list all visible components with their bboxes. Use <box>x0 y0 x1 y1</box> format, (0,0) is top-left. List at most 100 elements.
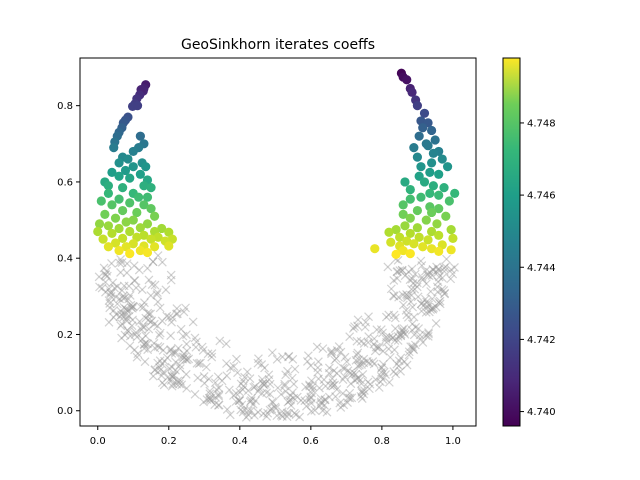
background-x-marker <box>361 317 371 327</box>
background-x-marker <box>435 299 445 309</box>
background-x-marker <box>257 374 267 384</box>
background-x-marker <box>382 337 391 347</box>
background-x-marker <box>338 363 348 373</box>
background-x-marker <box>259 380 269 390</box>
background-x-marker <box>101 287 110 297</box>
background-x-marker <box>350 322 359 332</box>
right-arm-point <box>386 237 396 247</box>
right-arm-point <box>444 196 454 206</box>
background-x-marker <box>369 359 379 369</box>
background-x-marker <box>395 266 405 276</box>
x-tick-label: 1.0 <box>445 436 461 447</box>
background-x-marker <box>407 319 417 329</box>
background-x-marker <box>168 372 177 382</box>
background-x-marker <box>234 396 244 406</box>
background-x-marker <box>159 380 169 390</box>
right-arm-point <box>423 141 433 151</box>
right-arm-point <box>434 246 444 256</box>
background-x-marker <box>205 386 215 396</box>
background-x-marker <box>352 350 362 360</box>
background-x-marker <box>354 355 364 365</box>
background-x-marker <box>437 273 447 283</box>
background-x-marker <box>131 283 141 293</box>
right-arm-point <box>428 181 438 191</box>
background-x-marker <box>296 396 306 405</box>
background-x-marker <box>101 269 110 279</box>
background-x-marker <box>122 313 132 323</box>
left-arm-point <box>107 228 117 239</box>
background-x-marker <box>190 333 200 343</box>
background-x-marker <box>268 398 278 408</box>
background-x-marker <box>115 258 124 268</box>
background-x-marker <box>434 272 444 282</box>
background-x-marker <box>200 378 209 388</box>
background-x-marker <box>306 398 316 408</box>
background-x-marker <box>394 361 404 371</box>
background-x-marker <box>415 334 425 343</box>
background-x-marker <box>330 380 340 390</box>
background-x-marker <box>280 381 290 391</box>
background-x-marker <box>433 287 443 297</box>
background-x-marker <box>272 354 282 364</box>
background-x-marker <box>130 345 139 355</box>
background-x-marker <box>295 412 305 422</box>
background-x-marker <box>374 342 384 352</box>
background-x-marker <box>116 321 126 331</box>
left-arm-point <box>125 198 135 208</box>
background-x-marker <box>345 332 355 342</box>
background-x-marker <box>378 328 387 338</box>
background-x-marker <box>396 330 406 340</box>
background-x-marker <box>131 327 141 337</box>
background-x-marker <box>194 359 204 368</box>
background-x-marker <box>112 299 122 309</box>
right-arm-point <box>370 244 380 254</box>
background-x-marker <box>303 351 313 361</box>
background-x-marker <box>110 283 119 293</box>
background-x-marker <box>167 381 177 391</box>
background-x-marker <box>164 364 174 373</box>
background-x-marker <box>143 345 153 355</box>
background-x-marker <box>352 336 362 346</box>
background-x-marker <box>225 410 235 420</box>
background-x-marker <box>400 357 409 367</box>
background-x-marker <box>399 324 409 334</box>
background-x-marker <box>277 411 287 421</box>
background-x-marker <box>428 265 438 275</box>
background-x-marker <box>111 292 121 302</box>
right-arm-point <box>409 239 419 249</box>
background-x-marker <box>207 349 217 359</box>
background-x-marker <box>162 311 172 321</box>
x-tick-label: 0.2 <box>161 436 177 447</box>
background-x-marker <box>250 382 260 391</box>
background-x-marker <box>206 393 216 403</box>
background-x-marker <box>305 380 314 390</box>
background-x-marker <box>108 278 118 288</box>
left-arm-point <box>134 192 144 202</box>
background-x-marker <box>410 269 420 279</box>
background-x-marker <box>406 342 416 352</box>
background-x-marker <box>284 351 294 361</box>
right-arm-point <box>398 245 408 256</box>
background-x-marker <box>147 280 157 290</box>
background-x-marker <box>163 373 172 382</box>
background-x-marker <box>171 365 180 375</box>
background-x-marker <box>327 346 337 356</box>
background-x-marker <box>173 309 182 319</box>
right-arm-point <box>405 249 415 259</box>
background-x-marker <box>375 377 385 387</box>
background-x-marker <box>402 310 412 320</box>
x-tick-label: 0.6 <box>303 436 319 447</box>
right-arm-point <box>391 225 401 235</box>
background-x-marker <box>417 306 426 316</box>
background-x-marker <box>245 397 255 407</box>
background-x-marker <box>355 375 365 385</box>
background-x-marker <box>350 376 360 385</box>
left-arm-point <box>114 194 124 204</box>
background-x-marker <box>125 341 135 351</box>
background-x-marker <box>115 312 125 322</box>
background-x-marker <box>433 268 442 278</box>
background-x-marker <box>364 384 374 394</box>
left-arm-point <box>125 226 135 237</box>
background-x-marker <box>246 396 256 405</box>
background-x-marker <box>267 397 277 407</box>
